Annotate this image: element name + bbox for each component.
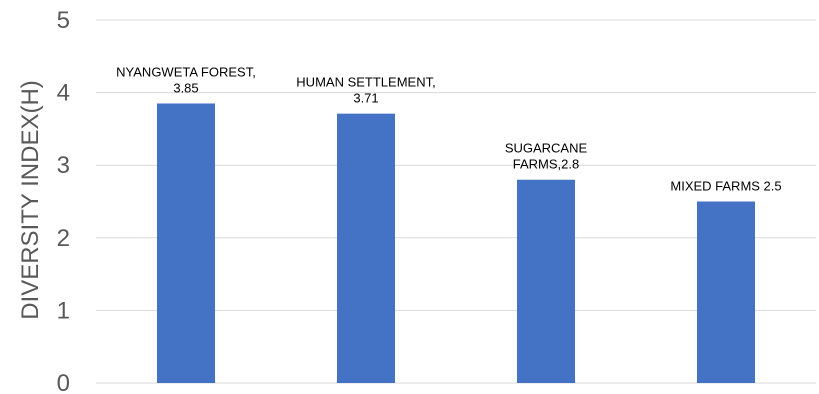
data-label: SUGARCANE [505,141,588,156]
data-labels: NYANGWETA FOREST,3.85 HUMAN SETTLEMENT,3.… [116,64,781,193]
bars [157,103,755,384]
y-tick-label: 5 [57,7,70,34]
data-label: MIXED FARMS 2.5 [670,179,781,194]
bar [337,113,395,384]
data-label: 3.85 [173,80,198,95]
y-axis-ticks: 0 1 2 3 4 5 [57,7,70,394]
data-label: 3.71 [353,91,378,106]
data-label: FARMS,2.8 [513,157,579,172]
bar [157,103,215,384]
y-tick-label: 4 [57,80,70,107]
bar [697,201,755,383]
bar [517,179,575,383]
y-tick-label: 2 [57,225,70,252]
data-label: HUMAN SETTLEMENT, [296,75,435,90]
y-tick-label: 1 [57,297,70,324]
y-axis-label: DIVERSITY INDEX(H) [17,80,44,320]
gridlines [96,19,816,384]
y-tick-label: 0 [57,370,70,394]
data-label: NYANGWETA FOREST, [116,64,256,79]
y-tick-label: 3 [57,152,70,179]
